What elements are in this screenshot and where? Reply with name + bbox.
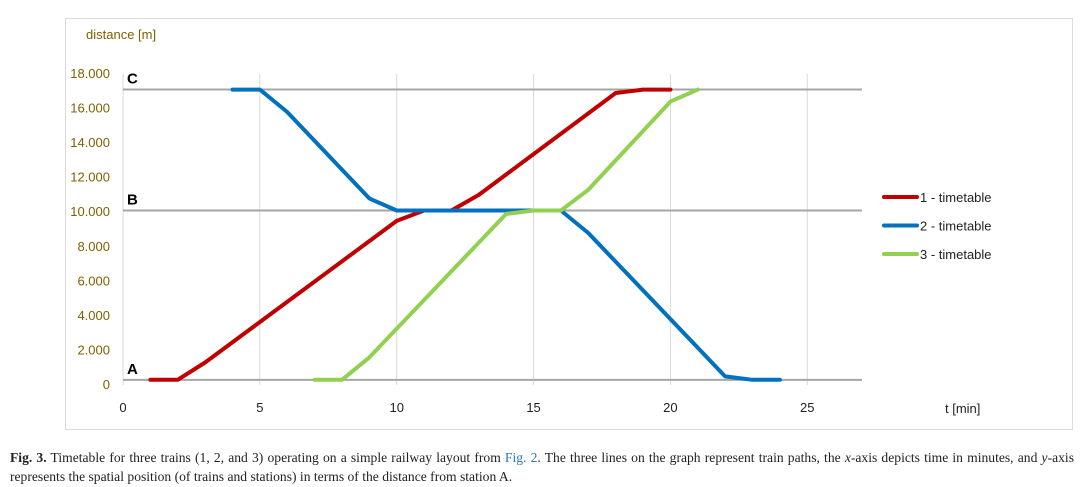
caption-text-3: -axis depicts time in minutes, and: [850, 450, 1042, 465]
legend-label-2: 2 - timetable: [920, 219, 992, 234]
x-tick-label: 25: [800, 400, 814, 415]
caption-text-2: . The three lines on the graph represent…: [537, 450, 845, 465]
x-tick-label: 5: [256, 400, 263, 415]
y-tick-label: 2.000: [77, 342, 110, 357]
series-line-3: [312, 87, 700, 382]
caption-figure-label: Fig. 3.: [10, 450, 47, 465]
chart-legend: 1 - timetable 2 - timetable 3 - timetable: [882, 190, 992, 262]
y-tick-label: 16.000: [70, 101, 110, 116]
x-tick-label: 20: [663, 400, 677, 415]
caption-text-4: -axis represents the spatial position (o…: [10, 450, 1074, 484]
station-label-c: C: [127, 71, 138, 88]
y-axis-label: distance [m]: [86, 27, 156, 42]
x-tick-label: 10: [389, 400, 403, 415]
y-tick-label: 14.000: [70, 135, 110, 150]
train-timetable-chart: 0 2.000 4.000 6.000 8.000 10.000 12.000 14.000 1…: [70, 27, 992, 416]
y-tick-label: 12.000: [70, 170, 110, 185]
series-line-2: [230, 87, 782, 382]
station-label-b: B: [127, 191, 138, 208]
y-tick-label: 8.000: [77, 239, 110, 254]
caption-figure-link[interactable]: Fig. 2: [504, 450, 538, 465]
x-axis-tick-labels: 0 5 10 15 20 25: [119, 400, 814, 415]
y-axis-tick-labels: 0 2.000 4.000 6.000 8.000 10.000 12.000 14.000 1…: [70, 66, 110, 392]
y-tick-label: 6.000: [77, 273, 110, 288]
legend-label-3: 3 - timetable: [920, 247, 992, 262]
y-tick-label: 4.000: [77, 308, 110, 323]
x-tick-label: 0: [119, 400, 126, 415]
caption-text-1: Timetable for three trains (1, 2, and 3)…: [46, 450, 505, 465]
y-tick-label: 0: [103, 377, 110, 392]
x-tick-label: 15: [526, 400, 540, 415]
caption-x-variable: x: [844, 450, 851, 465]
figure-caption: Fig. 3. Timetable for three trains (1, 2…: [10, 448, 1074, 486]
caption-y-variable: y: [1041, 450, 1048, 465]
series-lines: [148, 87, 782, 382]
y-tick-label: 10.000: [70, 204, 110, 219]
station-lines: [123, 88, 862, 381]
y-tick-label: 18.000: [70, 66, 110, 81]
station-labels: A B C: [127, 71, 138, 378]
station-label-a: A: [127, 361, 138, 378]
legend-label-1: 1 - timetable: [920, 190, 992, 205]
x-axis-label: t [min]: [945, 401, 980, 416]
vertical-gridlines: [122, 74, 808, 385]
